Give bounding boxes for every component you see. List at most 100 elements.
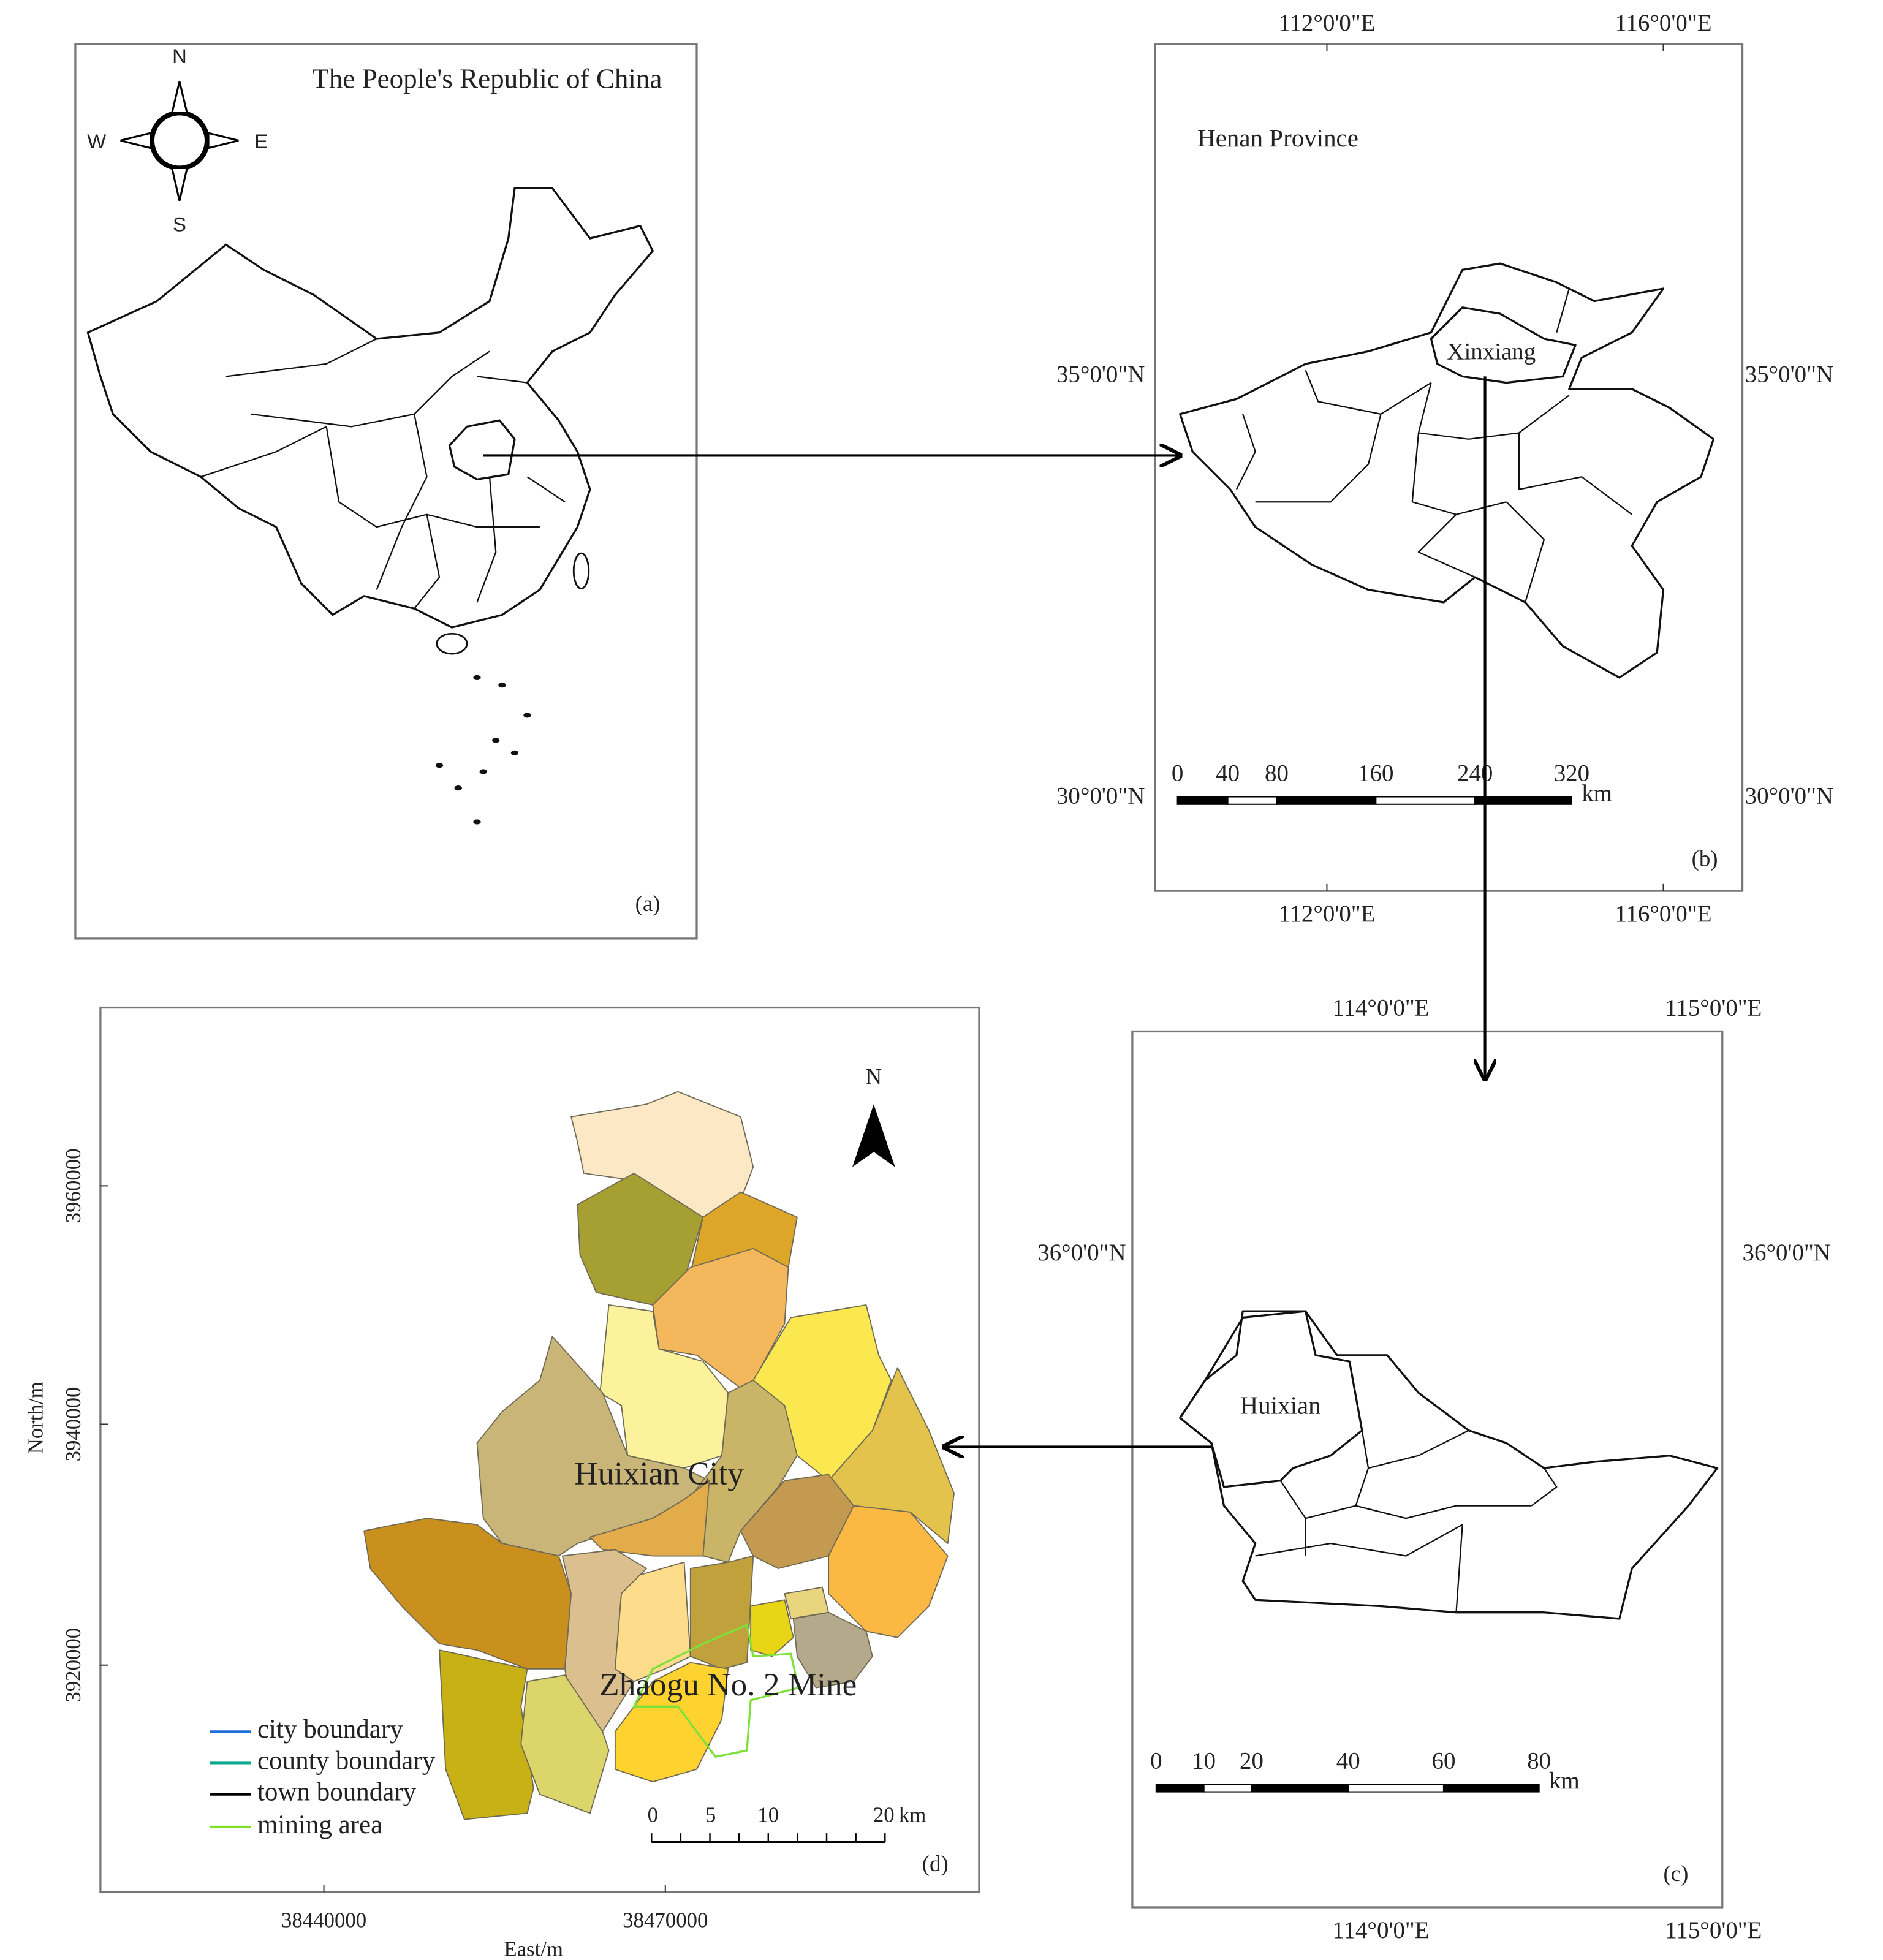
taiwan	[572, 552, 590, 589]
island	[498, 683, 506, 688]
province-boundary	[476, 477, 497, 603]
compass-point	[120, 132, 152, 149]
province-boundary	[200, 426, 327, 478]
scale-unit: km	[899, 1803, 926, 1827]
town-area	[439, 1649, 534, 1820]
lon-label: 114°0'0"E	[1332, 1917, 1429, 1943]
island	[473, 675, 481, 681]
north-label: N	[866, 1064, 882, 1089]
town-area	[652, 1247, 789, 1394]
lon-label: 112°0'0"E	[1278, 901, 1375, 927]
north-arrow	[852, 1104, 895, 1167]
scale-segment	[1347, 1784, 1444, 1793]
scale-segment	[1474, 796, 1572, 805]
lon-label: 114°0'0"E	[1332, 995, 1429, 1021]
island	[435, 763, 444, 768]
compass-point	[170, 167, 189, 202]
x-tick-label: 38440000	[281, 1909, 366, 1932]
scale-segment	[1375, 796, 1476, 805]
province-boundary	[526, 476, 566, 503]
legend-label: mining area	[257, 1811, 382, 1839]
prefecture-boundary	[1518, 433, 1632, 515]
panel-b-title: Henan Province	[1197, 124, 1358, 152]
mine-label: Zhaogu No. 2 Mine	[599, 1667, 857, 1703]
prefecture-boundary	[1506, 501, 1545, 603]
scale-label: 20	[873, 1803, 895, 1827]
scale-label: 160	[1358, 760, 1393, 787]
prefecture-boundary	[1417, 513, 1476, 578]
compass-e: E	[254, 130, 268, 153]
county-boundary	[1255, 1524, 1463, 1557]
china-outline	[86, 187, 654, 629]
scale-label: 40	[1216, 760, 1240, 787]
scale-segment	[1251, 1784, 1349, 1793]
y-axis-label: North/m	[23, 1382, 47, 1454]
town-area	[792, 1611, 873, 1689]
prefecture-boundary	[1235, 414, 1256, 490]
scale-segment	[1276, 796, 1377, 805]
county-boundary	[1455, 1524, 1463, 1613]
island	[523, 713, 531, 718]
lon-label: 112°0'0"E	[1278, 10, 1375, 36]
y-tick-label: 3940000	[61, 1387, 85, 1462]
y-tick-label: 3920000	[61, 1628, 85, 1703]
province-boundary	[376, 414, 428, 590]
panel-c-frame	[1131, 1030, 1724, 1909]
lon-label: 115°0'0"E	[1665, 1917, 1762, 1943]
island	[454, 785, 462, 791]
scale-segment	[1176, 796, 1229, 805]
lat-label: 35°0'0"N	[1056, 361, 1145, 387]
lat-label: 30°0'0"N	[1745, 782, 1833, 809]
scale-unit: km	[1582, 780, 1612, 806]
compass-w: W	[87, 130, 106, 153]
province-boundary	[325, 426, 540, 528]
scale-label: 10	[1192, 1747, 1216, 1774]
scale-label: 80	[1527, 1747, 1551, 1774]
scale-label: 0	[1172, 760, 1183, 787]
scale-unit: km	[1549, 1768, 1580, 1794]
scale-label: 5	[705, 1803, 716, 1827]
xinxiang-outline	[1179, 1310, 1719, 1620]
county-boundary	[1368, 1429, 1469, 1469]
scale-segment	[1203, 1784, 1252, 1793]
compass-point	[207, 132, 239, 149]
compass	[120, 81, 239, 202]
compass-s: S	[173, 213, 186, 235]
compass-n: N	[172, 45, 187, 67]
lon-label: 115°0'0"E	[1665, 995, 1762, 1021]
prefecture-boundary	[1556, 288, 1570, 333]
lat-label: 36°0'0"N	[1743, 1239, 1831, 1266]
xinxiang-label: Xinxiang	[1447, 338, 1536, 365]
scale-label: 320	[1554, 760, 1589, 787]
town-area	[689, 1555, 754, 1670]
legend-label: city boundary	[257, 1715, 403, 1744]
town-area	[828, 1505, 949, 1638]
prefecture-boundary	[1417, 382, 1570, 440]
lat-label: 30°0'0"N	[1056, 782, 1145, 809]
panel-b-label: (b)	[1692, 846, 1718, 871]
town-area	[614, 1662, 729, 1783]
island	[510, 750, 519, 755]
y-tick-label: 3960000	[61, 1148, 85, 1223]
panel-a-frame	[74, 43, 698, 940]
scale-segment	[1227, 796, 1278, 805]
city-label: Huixian City	[574, 1456, 744, 1492]
town-area	[614, 1561, 691, 1682]
scale-segment	[1442, 1784, 1540, 1793]
scale-label: 40	[1336, 1747, 1360, 1774]
scale-segment	[1155, 1784, 1205, 1793]
panel-c-label: (c)	[1664, 1861, 1689, 1886]
scale-label: 0	[648, 1803, 658, 1827]
scale-label: 240	[1457, 760, 1493, 787]
scale-label: 80	[1265, 760, 1289, 787]
panel-a-title: The People's Republic of China	[312, 63, 662, 94]
county-boundary	[1355, 1505, 1532, 1519]
mining-area	[632, 1623, 800, 1758]
panel-d-label: (d)	[922, 1851, 949, 1877]
scale-label: 20	[1240, 1747, 1264, 1774]
county-boundary	[1531, 1467, 1558, 1507]
huixian-outline	[1179, 1310, 1363, 1488]
henan-outline	[1179, 262, 1715, 679]
lon-label: 116°0'0"E	[1615, 901, 1711, 927]
hainan	[436, 632, 468, 655]
